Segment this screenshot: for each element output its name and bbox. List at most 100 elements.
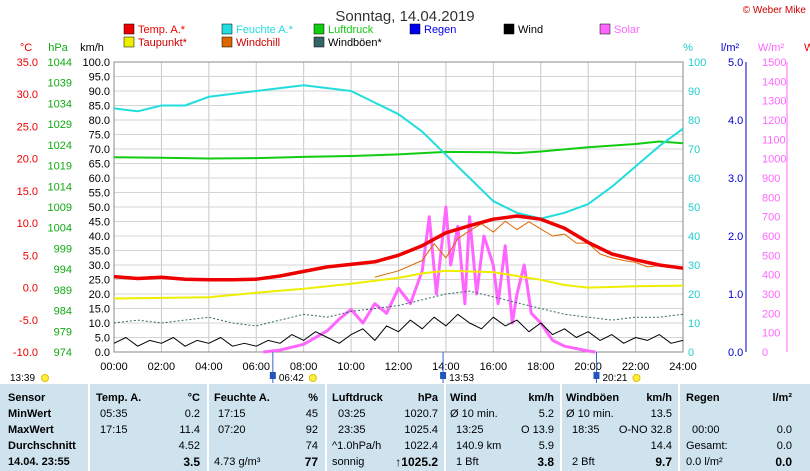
stats-row-current: 14.04. 23:55 [8,456,70,468]
pressure-tick-label: 1034 [48,98,72,110]
humidity-header: Feuchte A. [214,392,270,404]
pressure-tick-label: 1019 [48,161,72,173]
solar-tick-label: 600 [762,231,780,243]
legend-swatch [313,23,325,35]
wind-current-value: 3.8 [537,455,554,469]
temp-tick-label: 20.0 [17,154,38,166]
x-tick-label: 04:00 [195,361,223,373]
pressure-tick-label: 1024 [48,140,72,152]
wind-tick-label: 90.0 [89,86,110,98]
gust-avg-value: 13.5 [650,408,672,420]
gust-avg-label: Ø 10 min. [566,408,614,420]
sun-marker-flag-icon [440,372,447,379]
credit-text[interactable]: © Weber Mike [743,5,807,16]
humidity-tick-label: 100 [688,57,706,69]
rain-rate: 0.0 l/m² [686,456,723,468]
rain-tick-label: 5.0 [728,57,743,69]
solar-tick-label: 800 [762,192,780,204]
humidity-min-value: 45 [305,408,318,420]
rain-tick-label: 2.0 [728,231,743,243]
extra-unit: W [804,42,810,54]
pressure-max-value: 1025.4 [404,424,438,436]
sun-markers: 13:39 06:42 13:53 20:21 [10,352,641,384]
sun-marker-flag-icon [269,372,276,379]
temp-tick-label: 0.0 [23,283,38,295]
temp-tick-label: 15.0 [17,186,38,198]
wind-tick-label: 60.0 [89,173,110,185]
series-taupunkt-line [113,269,684,300]
rain-total-label: Gesamt: [686,440,728,452]
pressure-current-value: ↑1025.2 [395,455,438,469]
solar-unit: W/m² [758,42,785,54]
series-windchill-line [374,220,684,278]
humidity-tick-label: 60 [688,173,700,185]
x-tick-label: 24:00 [669,361,697,373]
left-time-marker: 13:39 [10,373,35,384]
humidity-unit-label: % [308,392,318,404]
rain-current-value: 0.0 [775,455,792,469]
wind-tick-label: 100.0 [82,57,110,69]
gust-unit-label: km/h [646,392,672,404]
temp-tick-label: 35.0 [17,57,38,69]
x-tick-label: 12:00 [385,361,413,373]
weather-chart: Sonntag, 14.04.2019 © Weber Mike Temp. A… [10,5,810,384]
rain-header: Regen [686,392,720,404]
solar-tick-label: 200 [762,308,780,320]
wind-tick-label: 10.0 [89,318,110,330]
gust-current-value: 9.7 [655,455,672,469]
sun-icon [41,374,49,382]
temp-min-value: 0.2 [184,408,200,420]
series-tempa-line [113,214,684,282]
pressure-tick-label: 1009 [48,202,72,214]
legend-label: Luftdruck [328,24,374,36]
legend-swatch [123,36,135,48]
wind-tick-label: 80.0 [89,115,110,127]
x-tick-label: 06:00 [242,361,270,373]
humidity-tick-label: 10 [688,318,700,330]
gust-daily-avg: 14.4 [650,440,672,452]
legend-label: Windchill [236,37,280,49]
humidity-avg-value: 74 [305,440,318,452]
wind-tick-label: 65.0 [89,159,110,171]
series-luftdruck-line [113,140,684,160]
humidity-tick-label: 70 [688,144,700,156]
temp-max-value: 11.4 [179,424,200,436]
axis-units: °C hPa km/h % l/m² W/m² W [20,42,810,54]
temp-avg-value: 4.52 [178,440,200,452]
stats-panel: Sensor MinWert MaxWert Durchschnitt 14.0… [0,384,810,471]
rain-tick-label: 0.0 [728,347,743,359]
pressure-header: Luftdruck [332,392,383,404]
rain-max-value: 0.0 [776,424,792,436]
stats-separator [444,384,446,471]
rain-tick-label: 4.0 [728,115,743,127]
wind-tick-label: 55.0 [89,188,110,200]
legend-swatch [409,23,421,35]
temp-current-value: 3.5 [183,455,200,469]
x-tick-label: 10:00 [337,361,365,373]
legend-swatch [313,36,325,48]
humidity-current-value: 77 [304,455,318,469]
rain-unit: l/m² [721,42,740,54]
legend-label: Temp. A.* [138,24,186,36]
pressure-max-time: 23:35 [338,424,366,436]
solar-tick-label: 400 [762,270,780,282]
temp-tick-label: 25.0 [17,121,38,133]
solar-tick-label: 0 [762,347,768,359]
sun-marker-flag-icon [593,372,600,379]
gust-max-time: 18:35 [572,424,600,436]
solar-tick-label: 1000 [762,154,786,166]
temp-unit-label: °C [187,392,200,404]
wind-tick-label: 5.0 [95,333,110,345]
humidity-min-time: 17:15 [218,408,246,420]
x-tick-label: 18:00 [527,361,555,373]
temp-tick-label: -5.0 [19,315,38,327]
legend-swatch [503,23,515,35]
wind-max-value: O 13.9 [520,424,554,436]
sun-time-marker: 20:21 [602,373,627,384]
x-tick-label: 00:00 [100,361,128,373]
pressure-tick-label: 1029 [48,119,72,131]
pressure-tick-label: 979 [54,326,72,338]
temp-unit: °C [20,42,32,54]
sun-icon [308,374,317,382]
wind-unit-label: km/h [528,392,554,404]
